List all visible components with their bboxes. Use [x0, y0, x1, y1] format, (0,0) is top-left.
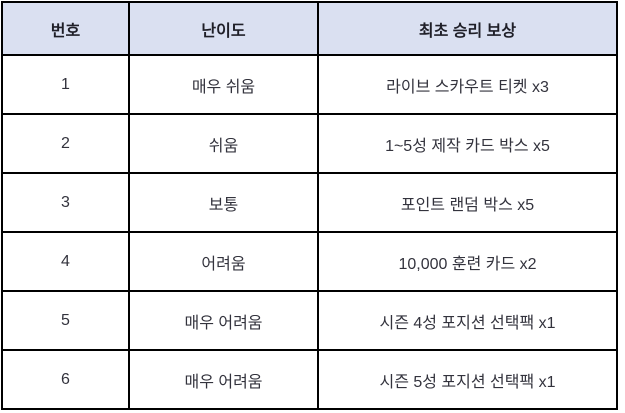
- table-body: 1 매우 쉬움 라이브 스카우트 티켓 x3 2 쉬움 1~5성 제작 카드 박스 x5 3…: [1, 54, 618, 410]
- cell-difficulty: 매우 어려움: [128, 290, 319, 351]
- cell-number: 5: [1, 290, 130, 351]
- cell-difficulty: 매우 어려움: [128, 349, 319, 410]
- cell-difficulty: 어려움: [128, 231, 319, 292]
- table-row: 6 매우 어려움 시즌 5성 포지션 선택팩 x1: [1, 349, 618, 410]
- cell-reward: 1~5성 제작 카드 박스 x5: [317, 113, 618, 174]
- column-header-number: 번호: [1, 1, 130, 56]
- column-header-reward: 최초 승리 보상: [317, 1, 618, 56]
- cell-reward: 포인트 랜덤 박스 x5: [317, 172, 618, 233]
- table-row: 5 매우 어려움 시즌 4성 포지션 선택팩 x1: [1, 290, 618, 351]
- cell-reward: 시즌 4성 포지션 선택팩 x1: [317, 290, 618, 351]
- reward-table: 번호 난이도 최초 승리 보상 1 매우 쉬움 라이브 스카우트 티켓 x3 2 쉬움 1…: [1, 1, 618, 410]
- table-row: 3 보통 포인트 랜덤 박스 x5: [1, 172, 618, 233]
- cell-number: 3: [1, 172, 130, 233]
- cell-difficulty: 매우 쉬움: [128, 54, 319, 115]
- cell-difficulty: 보통: [128, 172, 319, 233]
- column-header-difficulty: 난이도: [128, 1, 319, 56]
- table-header-row: 번호 난이도 최초 승리 보상: [1, 1, 618, 56]
- cell-number: 1: [1, 54, 130, 115]
- cell-number: 4: [1, 231, 130, 292]
- table-row: 4 어려움 10,000 훈련 카드 x2: [1, 231, 618, 292]
- cell-reward: 시즌 5성 포지션 선택팩 x1: [317, 349, 618, 410]
- cell-reward: 라이브 스카우트 티켓 x3: [317, 54, 618, 115]
- table-row: 1 매우 쉬움 라이브 스카우트 티켓 x3: [1, 54, 618, 115]
- cell-number: 2: [1, 113, 130, 174]
- table-row: 2 쉬움 1~5성 제작 카드 박스 x5: [1, 113, 618, 174]
- cell-difficulty: 쉬움: [128, 113, 319, 174]
- cell-reward: 10,000 훈련 카드 x2: [317, 231, 618, 292]
- cell-number: 6: [1, 349, 130, 410]
